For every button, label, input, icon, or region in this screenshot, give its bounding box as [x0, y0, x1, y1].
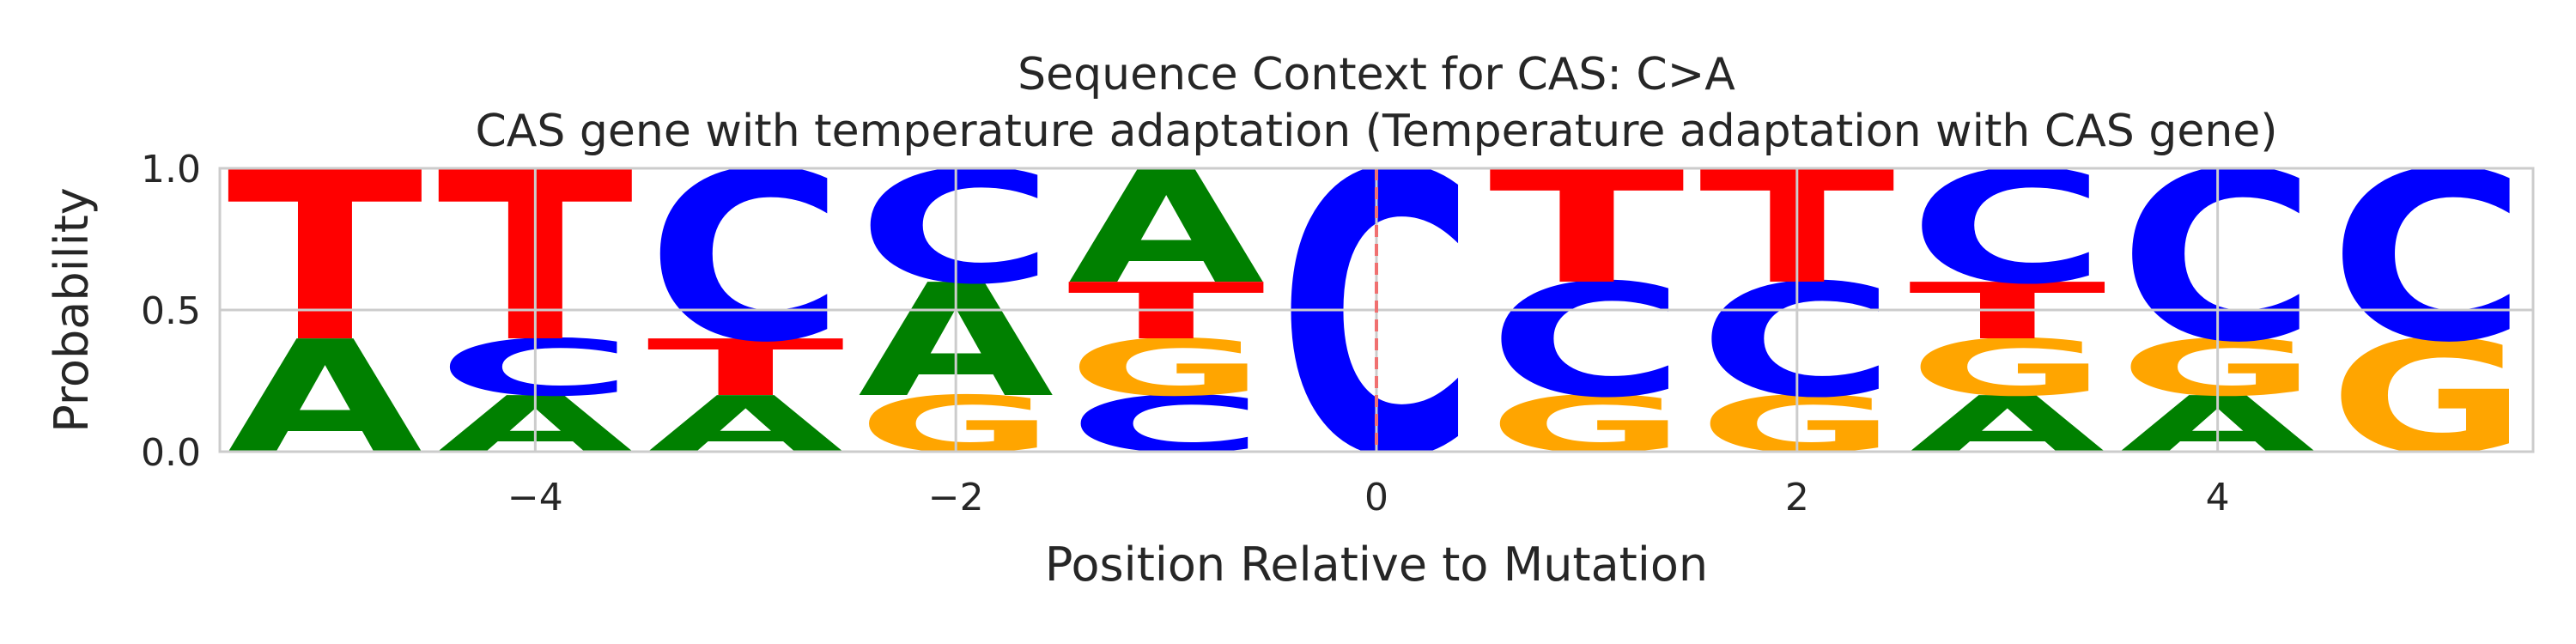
x-axis-label: Position Relative to Mutation: [1045, 538, 1708, 592]
logo-letter-a: A: [1068, 137, 1264, 319]
x-tick-label: 2: [1785, 476, 1809, 519]
y-tick-label: 0.0: [141, 431, 201, 475]
x-ticks: −4 −2 0 2 4: [507, 476, 2230, 519]
logo-letter-g: G: [1067, 324, 1265, 414]
y-axis-label: Probability: [45, 187, 99, 432]
logo-letter-a: A: [227, 307, 422, 489]
logo-letter-g: G: [2329, 307, 2526, 489]
x-tick-label: 4: [2206, 476, 2230, 519]
x-tick-label: −2: [928, 476, 984, 519]
logo-letter-t: T: [1489, 138, 1686, 319]
logo-letter-a: A: [1909, 380, 2106, 470]
logo-letter-a: A: [647, 380, 844, 470]
logo-letter-t: T: [647, 324, 844, 414]
plot-frame: [218, 167, 2535, 453]
chart-subtitle: CAS gene with temperature adaptation (Te…: [475, 106, 2277, 157]
logo-letter-t: T: [227, 122, 424, 393]
chart-title: Sequence Context for CAS: C>A: [1018, 49, 1735, 100]
logo-letter-t: T: [1909, 267, 2106, 357]
x-tick-label: −4: [507, 476, 563, 519]
logo-letter-c: C: [647, 123, 844, 393]
logo-letter-g: G: [1488, 380, 1686, 471]
logo-letter-t: T: [1067, 267, 1265, 357]
x-tick-label: 0: [1364, 476, 1388, 519]
y-ticks: 0.0 0.5 1.0: [141, 148, 201, 475]
y-tick-label: 0.5: [141, 289, 201, 333]
logo-letter-c: C: [2329, 123, 2526, 393]
logo-letter-c: C: [1909, 138, 2106, 319]
logo-letter-g: G: [1909, 324, 2106, 414]
logo-letter-c: C: [1488, 252, 1686, 432]
logo-letter-c: C: [1067, 380, 1265, 471]
y-tick-label: 1.0: [141, 148, 201, 191]
